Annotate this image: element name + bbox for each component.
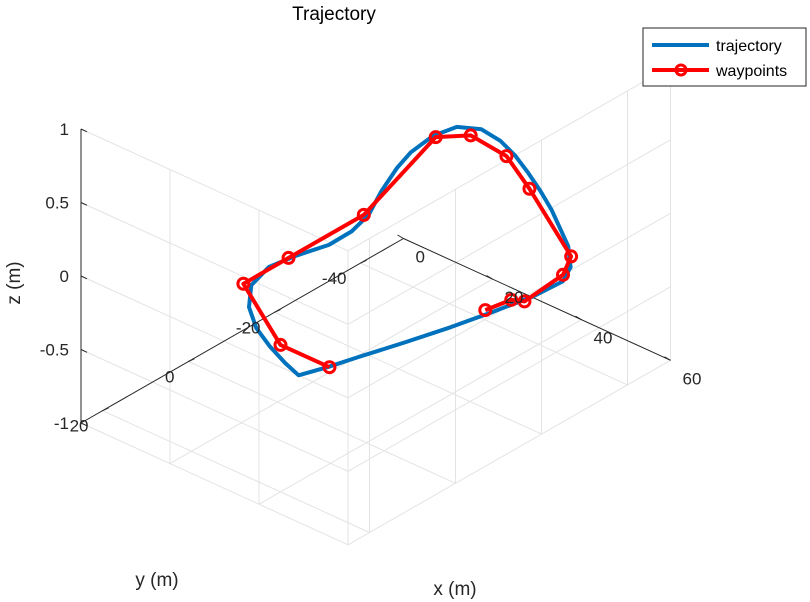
grid-line-y-floor [274, 311, 542, 435]
x-tick-mark [664, 356, 671, 361]
legend-trajectory-label: trajectory [716, 38, 782, 55]
y-tick-label: -40 [322, 269, 347, 288]
grid-line-z-back [80, 275, 349, 399]
y-axis-label: y (m) [135, 570, 178, 591]
z-tick-label: 0.5 [45, 194, 69, 213]
z-tick-mark [80, 422, 88, 427]
x-tick-label: 60 [683, 369, 702, 388]
z-tick-mark [80, 202, 88, 206]
y-tick-mark [102, 407, 109, 412]
box-edge [80, 128, 349, 252]
grid-line-y-floor [102, 410, 370, 533]
legend-waypoints-marker [674, 63, 688, 77]
z-tick-label: 1 [60, 120, 69, 139]
waypoint-marker [517, 294, 532, 309]
grid-lines [80, 65, 671, 546]
waypoint-marker [428, 130, 443, 145]
grid-line-z-side [347, 139, 671, 325]
axes [80, 128, 671, 427]
waypoint-marker [236, 276, 251, 291]
legend-box [642, 27, 807, 87]
waypoint-marker [556, 267, 570, 282]
legend-waypoints-label: waypoints [715, 63, 787, 80]
z-tick-label: -0.5 [40, 341, 69, 360]
y-axis-line [80, 238, 404, 424]
x-tick-label: 40 [594, 329, 613, 348]
y-tick-mark [360, 259, 367, 264]
grid-line-y-floor [188, 361, 456, 484]
z-tick-mark [80, 128, 88, 133]
waypoint-marker [322, 360, 337, 375]
x-tick-label: 20 [505, 288, 524, 307]
y-tick-label: 0 [165, 368, 174, 387]
z-axis-label: z (m) [4, 261, 25, 304]
grid-line-z-back [80, 202, 349, 325]
waypoint-marker [499, 149, 514, 164]
grid-line-z-side [347, 286, 671, 472]
waypoint-marker [463, 128, 478, 143]
waypoint-marker [522, 181, 537, 196]
y-tick-label: 20 [70, 417, 89, 436]
z-tick-label: -1 [54, 414, 69, 433]
box-edge [80, 422, 349, 546]
x-axis-label: x (m) [433, 579, 476, 600]
grid-line-y-floor [360, 262, 628, 386]
legend: trajectory waypoints [642, 27, 807, 87]
y-tick-mark [188, 358, 195, 362]
series-trajectory-line [247, 124, 573, 378]
waypoint-marker [356, 207, 371, 222]
waypoint-marker [564, 249, 579, 264]
box-edge [347, 359, 671, 546]
z-tick-mark [80, 349, 88, 353]
waypoint-marker [478, 303, 493, 318]
x-tick-mark [397, 234, 404, 239]
waypoint-marker [273, 337, 288, 352]
x-axis-line [403, 238, 671, 361]
chart-title: Trajectory [292, 4, 376, 25]
y-tick-mark [274, 309, 281, 313]
grid-line-x-floor [258, 319, 582, 505]
y-tick-label: -20 [236, 318, 261, 337]
x-tick-mark [486, 275, 493, 280]
z-tick-label: 0 [60, 267, 69, 286]
series-layer [236, 124, 579, 378]
x-tick-label: 0 [416, 248, 425, 267]
z-tick-mark [80, 275, 88, 280]
x-tick-mark [575, 315, 582, 321]
waypoint-marker [504, 292, 519, 307]
waypoint-marker [281, 250, 296, 265]
grid-line-z-back [80, 349, 349, 472]
series-waypoints-line [241, 133, 574, 370]
